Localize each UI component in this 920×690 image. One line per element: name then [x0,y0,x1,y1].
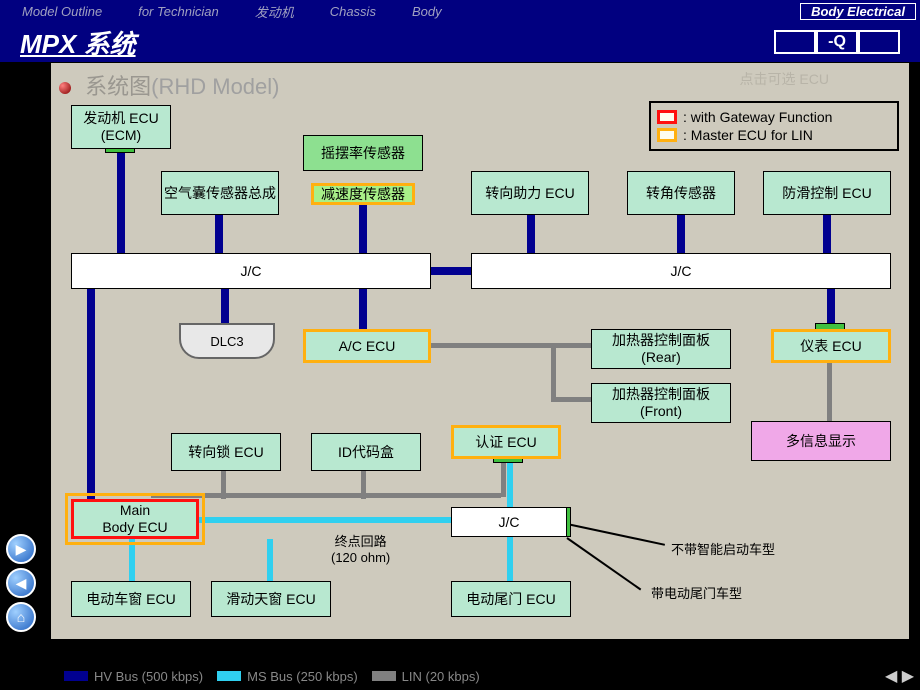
bus-hv [431,267,471,275]
top-nav: Model Outline for Technician 发动机 Chassis… [0,0,920,22]
tab-model-outline[interactable]: Model Outline [4,4,120,19]
node-auth[interactable]: 认证 ECU [451,425,561,459]
bus-lin [501,459,506,497]
tab-chassis[interactable]: Chassis [312,4,394,19]
label-terminator: 终点回路 (120 ohm) [331,531,390,565]
node-skid[interactable]: 防滑控制 ECU [763,171,891,215]
bus-ms [199,517,451,523]
bus-lin [827,363,832,421]
legend-gateway: : with Gateway Function [683,109,832,125]
nav-buttons: ▶ ◀ ⌂ [6,530,36,636]
swatch-lin [372,671,396,681]
bus-hv [359,205,367,253]
node-sunroof[interactable]: 滑动天窗 ECU [211,581,331,617]
note-clickable: 点击可选 ECU [740,69,829,89]
bus-ms [507,459,513,507]
bus-hv [215,215,223,253]
leader-line [566,537,641,590]
node-ac[interactable]: A/C ECU [303,329,431,363]
legend-master: : Master ECU for LIN [683,127,813,143]
node-multi[interactable]: 多信息显示 [751,421,891,461]
q-label: -Q [816,30,858,54]
nav-back-icon[interactable]: ◀ [6,568,36,598]
subtitle-text: 系统图 [85,74,151,99]
q-controls: -Q [774,30,900,54]
diagram-canvas: 系统图(RHD Model) 点击可选 ECU : with Gateway F… [50,62,910,640]
label-power-tailgate: 带电动尾门车型 [651,583,742,602]
node-yaw[interactable]: 摇摆率传感器 [303,135,423,171]
q-next[interactable] [858,30,900,54]
footer-pager[interactable]: ◀ ▶ [885,666,914,686]
bullet-icon [59,82,71,94]
node-tailgate[interactable]: 电动尾门 ECU [451,581,571,617]
tab-body-electrical[interactable]: Body Electrical [800,3,916,20]
node-mainbody_wrap [65,493,205,545]
footer-hv: HV Bus (500 kbps) [94,669,203,684]
node-heater_r[interactable]: 加热器控制面板 (Rear) [591,329,731,369]
title-bar: MPX 系统 -Q [0,22,920,62]
swatch-ms [217,671,241,681]
tab-engine[interactable]: 发动机 [237,2,312,21]
bus-hv [117,149,125,253]
tab-body[interactable]: Body [394,4,460,19]
page-title: MPX 系统 [20,24,136,61]
legend-swatch-gateway [657,110,677,124]
q-prev[interactable] [774,30,816,54]
bus-hv [359,289,367,329]
node-airbag[interactable]: 空气囊传感器总成 [161,171,279,215]
nav-forward-icon[interactable]: ▶ [6,534,36,564]
legend-swatch-master [657,128,677,142]
footer-legend: HV Bus (500 kbps) MS Bus (250 kbps) LIN … [50,664,910,688]
bus-lin [551,343,556,401]
node-steer_lock[interactable]: 转向锁 ECU [171,433,281,471]
bus-lin [551,397,591,402]
legend: : with Gateway Function : Master ECU for… [649,101,899,151]
node-jc3[interactable]: J/C [451,507,567,537]
footer-ms: MS Bus (250 kbps) [247,669,358,684]
node-jc1[interactable]: J/C [71,253,431,289]
label-no-smart: 不带智能启动车型 [671,539,775,558]
bus-lin [431,343,591,348]
bus-ms [507,537,513,581]
subtitle: 系统图(RHD Model) [59,69,280,101]
node-dlc3[interactable]: DLC3 [179,323,275,359]
node-ecm[interactable]: 发动机 ECU (ECM) [71,105,171,149]
bus-ms [267,539,273,581]
nav-home-icon[interactable]: ⌂ [6,602,36,632]
subtitle-paren: (RHD Model) [151,74,279,99]
bus-hv [87,289,95,499]
bus-ms [129,539,135,581]
node-meter[interactable]: 仪表 ECU [771,329,891,363]
node-pwin[interactable]: 电动车窗 ECU [71,581,191,617]
bus-hv [823,215,831,253]
bus-hv [677,215,685,253]
node-jc2[interactable]: J/C [471,253,891,289]
bus-hv [527,215,535,253]
node-steer_assist[interactable]: 转向助力 ECU [471,171,589,215]
node-steer_angle[interactable]: 转角传感器 [627,171,735,215]
node-decel[interactable]: 减速度传感器 [311,183,415,205]
node-heater_f[interactable]: 加热器控制面板 (Front) [591,383,731,423]
swatch-hv [64,671,88,681]
footer-lin: LIN (20 kbps) [402,669,480,684]
leader-line [567,523,665,546]
node-idbox[interactable]: ID代码盒 [311,433,421,471]
tab-technician[interactable]: for Technician [120,4,236,19]
